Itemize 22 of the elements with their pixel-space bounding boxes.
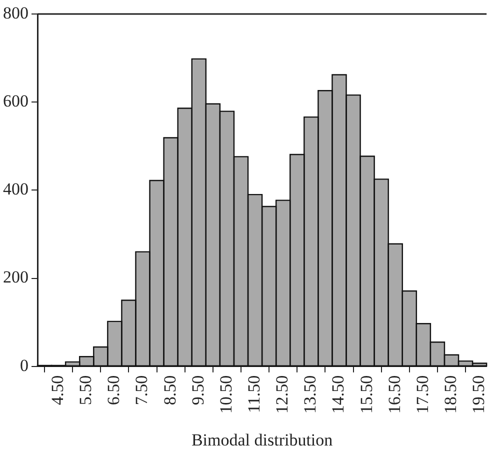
- x-tick-label: 14.50: [328, 375, 348, 414]
- x-tick-label: 19.50: [469, 375, 488, 414]
- x-axis-title: Bimodal distribution: [191, 430, 334, 450]
- x-tick-label: 9.50: [188, 375, 208, 406]
- x-tick-label: 18.50: [440, 375, 460, 414]
- x-tick-label: 13.50: [300, 375, 320, 414]
- x-tick-label: 5.50: [76, 375, 96, 406]
- x-tick-label: 7.50: [132, 375, 152, 406]
- y-tick-label: 600: [3, 92, 28, 111]
- x-tick-label: 4.50: [48, 375, 68, 406]
- x-tick-label: 16.50: [384, 375, 404, 414]
- y-tick-label: 200: [3, 268, 28, 287]
- x-tick-label: 11.50: [244, 375, 264, 413]
- x-tick-label: 8.50: [160, 375, 180, 406]
- y-tick-label: 0: [20, 356, 28, 375]
- y-tick-label: 400: [3, 180, 28, 199]
- y-tick-label: 800: [3, 3, 28, 22]
- x-tick-label: 15.50: [356, 375, 376, 414]
- x-tick-label: 6.50: [104, 375, 124, 406]
- x-tick-label: 17.50: [412, 375, 432, 414]
- x-tick-label: 10.50: [216, 375, 236, 414]
- x-tick-label: 12.50: [272, 375, 292, 414]
